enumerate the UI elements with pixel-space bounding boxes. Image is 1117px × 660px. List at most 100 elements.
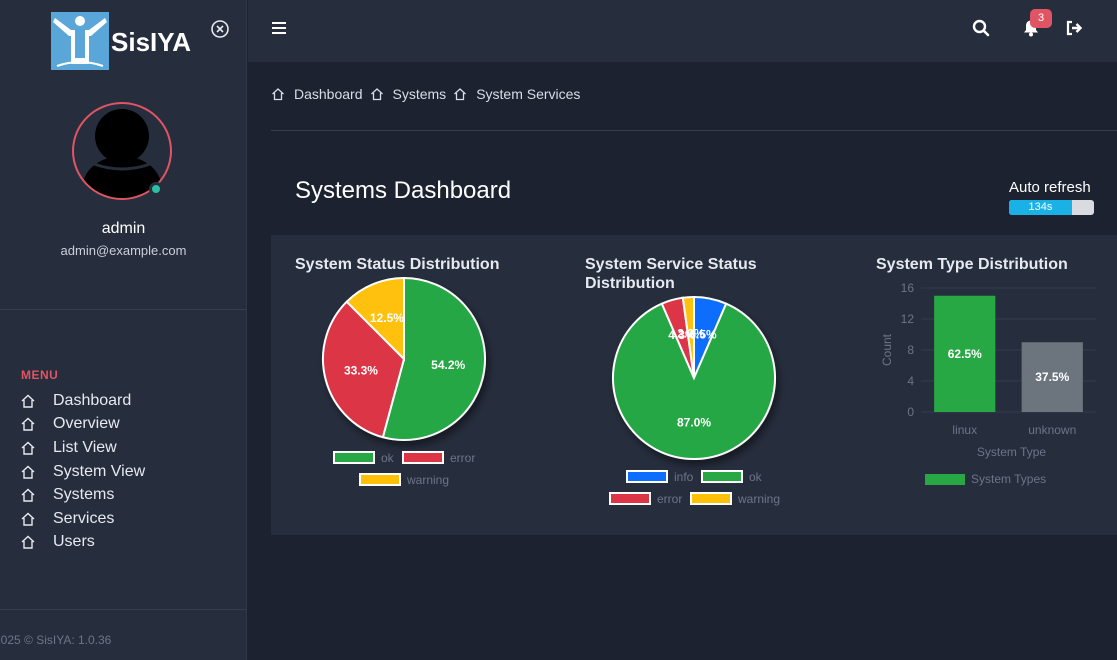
legend-label[interactable]: warning [737, 492, 780, 506]
legend-label[interactable]: error [657, 492, 682, 506]
pie-slice-warning[interactable] [681, 295, 695, 379]
home-icon [21, 512, 35, 526]
legend-swatch-warning[interactable] [690, 492, 732, 505]
y-tick-label: 8 [907, 343, 914, 357]
pie-value-label: 4.3% [668, 328, 696, 342]
pie-slice-warning[interactable] [345, 276, 405, 362]
online-status-dot [149, 182, 163, 196]
user-name: admin [101, 220, 146, 237]
legend-swatch-error[interactable] [609, 492, 651, 505]
home-icon [21, 417, 35, 432]
divider [0, 609, 247, 610]
logout-icon[interactable] [1064, 18, 1084, 38]
x-tick-label: linux [952, 423, 977, 437]
chart-title-system-status: System Status Distribution [295, 256, 500, 273]
legend-swatch-ok[interactable] [701, 470, 743, 483]
page-title: Systems Dashboard [295, 177, 512, 204]
sidebar-item-label: Dashboard [53, 391, 132, 409]
pie-chart-1 [612, 295, 776, 460]
sidebar-item-services[interactable]: Services [20, 507, 145, 531]
footer-version: 2025 © SisIYA: 1.0.36 [0, 633, 112, 647]
home-icon [21, 488, 35, 502]
home-icon [21, 441, 35, 455]
legend-swatch-error[interactable] [402, 451, 444, 464]
legend-label[interactable]: ok [381, 451, 395, 465]
brand-logo-icon [51, 12, 109, 70]
breadcrumb: Dashboard Systems System Services [271, 86, 587, 102]
pie-value-label: 2.2% [677, 327, 705, 341]
pie-value-label: 12.5% [370, 311, 404, 325]
sidebar-item-label: Services [53, 509, 115, 527]
pie-value-label: 33.3% [344, 363, 378, 377]
legend-swatch-warning[interactable] [359, 473, 401, 486]
chart-title-service-status: System Service Status Distribution [585, 256, 757, 292]
home-icon [21, 465, 35, 479]
sidebar-item-dashboard[interactable]: Dashboard [20, 389, 145, 413]
legend-swatch-info[interactable] [626, 470, 668, 483]
pie-slice-ok[interactable] [612, 302, 776, 460]
sidebar-item-overview[interactable]: Overview [20, 413, 145, 437]
y-tick-label: 12 [901, 312, 915, 326]
close-icon[interactable] [210, 19, 230, 39]
breadcrumb-item-systems[interactable]: Systems [370, 86, 447, 102]
home-icon [370, 88, 383, 101]
sidebar-menu: Dashboard Overview List View System View… [20, 389, 145, 554]
pie-slice-ok[interactable] [381, 276, 486, 441]
bar-value-label: 37.5% [1035, 370, 1069, 384]
auto-refresh-progress[interactable]: 134s [1009, 200, 1094, 215]
breadcrumb-label: System Services [476, 86, 581, 102]
home-icon [272, 88, 284, 101]
sidebar: SisIYA admin admin@example.com MENU Dash… [0, 0, 247, 660]
brand[interactable]: SisIYA [51, 12, 191, 70]
bar-unknown[interactable] [1021, 342, 1083, 412]
notification-badge[interactable]: 3 [1030, 9, 1052, 28]
x-axis-label: System Type [977, 445, 1046, 459]
search-icon[interactable] [971, 18, 991, 38]
menu-heading: MENU [21, 368, 59, 382]
pie-value-label: 6.5% [689, 327, 717, 341]
user-email: admin@example.com [60, 243, 187, 258]
breadcrumb-label: Systems [392, 86, 447, 102]
legend-label[interactable]: error [450, 451, 475, 465]
sidebar-item-label: Systems [53, 486, 115, 504]
legend-label[interactable]: ok [749, 470, 763, 484]
sidebar-item-list-view[interactable]: List View [20, 436, 145, 460]
divider [0, 309, 247, 310]
breadcrumb-label: Dashboard [294, 86, 363, 102]
pie-slice-error[interactable] [322, 300, 406, 439]
avatar[interactable] [72, 102, 172, 200]
legend-label[interactable]: warning [406, 473, 449, 487]
sidebar-item-users[interactable]: Users [20, 531, 145, 555]
legend-swatch-ok[interactable] [333, 451, 375, 464]
auto-refresh-countdown: 134s [1009, 200, 1072, 215]
y-tick-label: 16 [901, 281, 915, 295]
bar-chart: 0 4 8 12 16 62.5% linux 37.5% unknown System Type… [880, 281, 1096, 486]
pie-value-label: 54.2% [431, 358, 465, 372]
charts-canvas: 54.2%33.3%12.5%ok errorwarning6.5%87.0%4.… [322, 276, 1096, 506]
home-icon [454, 88, 467, 101]
brand-name: SisIYA [111, 26, 191, 57]
pie-chart-0 [322, 276, 486, 441]
legend-label[interactable]: System Types [971, 472, 1046, 486]
sidebar-item-system-view[interactable]: System View [20, 460, 145, 484]
bar-linux[interactable] [934, 295, 996, 412]
charts-panel: System Status Distribution System Servic… [271, 235, 1117, 535]
home-icon [21, 394, 35, 408]
divider [271, 130, 1117, 131]
sidebar-item-label: List View [53, 438, 117, 456]
hamburger-menu-icon[interactable] [271, 19, 287, 37]
x-tick-label: unknown [1028, 423, 1076, 437]
y-axis-label: Count [880, 333, 894, 366]
user-silhouette-icon [80, 109, 164, 198]
pie-value-label: 87.0% [677, 416, 711, 430]
sidebar-item-label: Users [53, 533, 95, 551]
legend-swatch-system-types[interactable] [925, 474, 965, 485]
y-tick-label: 4 [907, 374, 914, 388]
legend-label[interactable]: info [674, 470, 694, 484]
home-icon [21, 535, 35, 550]
breadcrumb-item-system-services[interactable]: System Services [453, 86, 580, 102]
breadcrumb-item-dashboard[interactable]: Dashboard [271, 86, 363, 102]
bar-value-label: 62.5% [948, 347, 982, 361]
sidebar-item-systems[interactable]: Systems [20, 483, 145, 507]
chart-title-system-type: System Type Distribution [876, 256, 1068, 273]
